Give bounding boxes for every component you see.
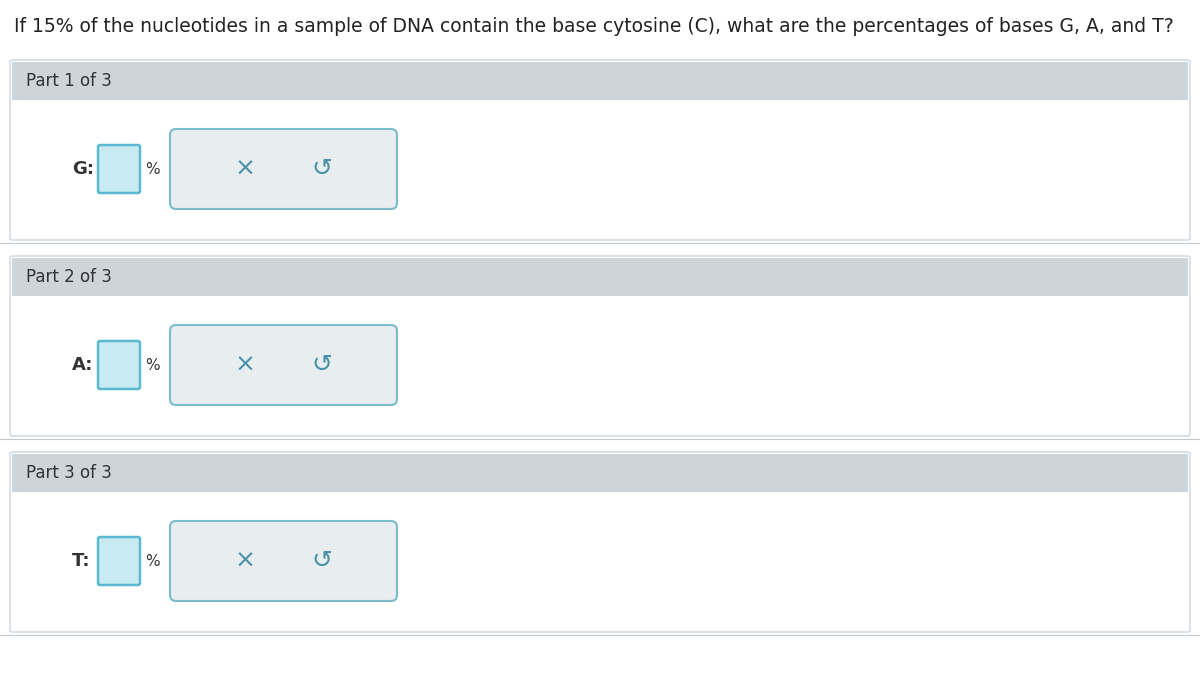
Text: Part 2 of 3: Part 2 of 3 (26, 268, 112, 286)
Text: If 15% of the nucleotides in a sample of DNA contain the base cytosine (C), what: If 15% of the nucleotides in a sample of… (14, 16, 1174, 36)
Text: %: % (145, 553, 160, 568)
Text: T:: T: (72, 552, 90, 570)
Bar (12, 454, 1188, 492)
FancyBboxPatch shape (98, 341, 140, 389)
Text: Part 1 of 3: Part 1 of 3 (26, 72, 112, 90)
FancyBboxPatch shape (98, 145, 140, 193)
FancyBboxPatch shape (10, 60, 1190, 240)
FancyBboxPatch shape (170, 129, 397, 209)
FancyBboxPatch shape (170, 521, 397, 601)
Text: ×: × (234, 353, 256, 377)
Text: ↺: ↺ (312, 549, 332, 573)
FancyBboxPatch shape (170, 325, 397, 405)
Text: ×: × (234, 549, 256, 573)
Bar (12, 62, 1188, 100)
FancyBboxPatch shape (98, 537, 140, 585)
Text: Part 3 of 3: Part 3 of 3 (26, 464, 112, 482)
FancyBboxPatch shape (10, 452, 1190, 632)
Text: ×: × (234, 157, 256, 181)
FancyBboxPatch shape (10, 256, 1190, 436)
Text: A:: A: (72, 356, 94, 374)
Text: %: % (145, 357, 160, 372)
Text: %: % (145, 161, 160, 176)
Text: ↺: ↺ (312, 353, 332, 377)
Bar (12, 258, 1188, 296)
Text: G:: G: (72, 160, 94, 178)
Text: ↺: ↺ (312, 157, 332, 181)
